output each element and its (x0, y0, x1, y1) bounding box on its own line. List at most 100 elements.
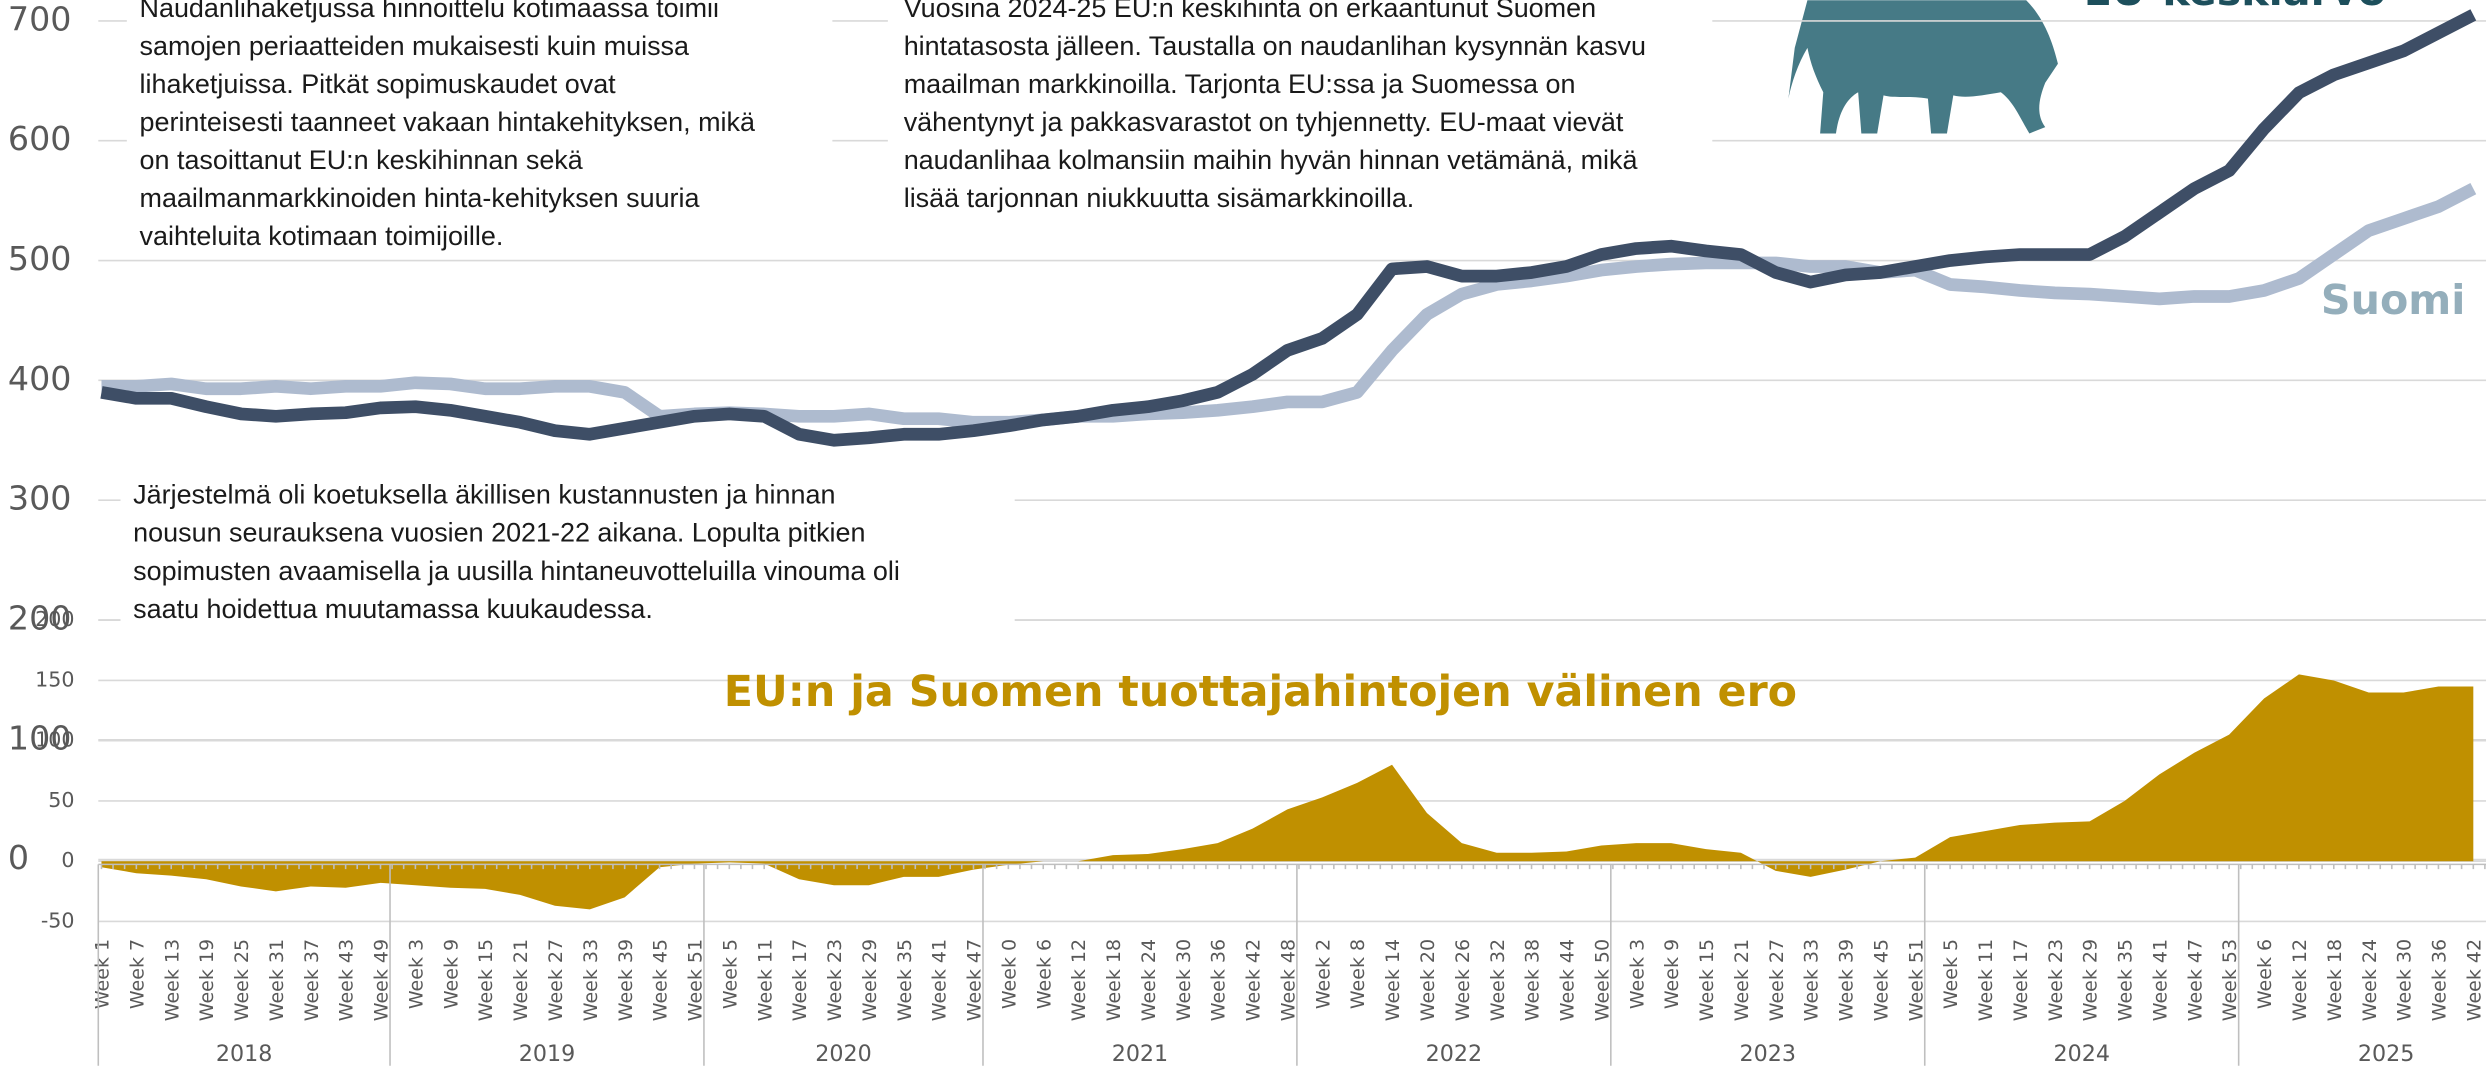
x-tick-label: Week 35 (894, 939, 916, 1021)
year-label: 2023 (1740, 1041, 1796, 1066)
x-tick-label: Week 45 (650, 939, 672, 1021)
x-tick-label: Week 1 (92, 939, 114, 1009)
annotation-text: maailmanmarkkinoiden hinta-kehityksen su… (140, 183, 700, 213)
x-tick-label: Week 0 (998, 939, 1020, 1009)
annotation-text: saatu hoidettua muutamassa kuukaudessa. (133, 594, 653, 624)
x-tick-label: Week 27 (545, 939, 567, 1021)
annotation-text: naudanlihaa kolmansiin maihin hyvän hinn… (904, 145, 1638, 175)
legend-label: EU-keskiarvo (2084, 0, 2386, 15)
x-tick-label: Week 32 (1487, 939, 1509, 1021)
x-tick-label: Week 42 (2463, 939, 2485, 1021)
x-tick-label: Week 47 (964, 939, 986, 1021)
x-tick-label: Week 31 (266, 939, 288, 1021)
x-tick-label: Week 39 (1836, 939, 1858, 1021)
x-tick-label: Week 29 (859, 939, 881, 1021)
y-tick-label: 200 (35, 607, 74, 631)
y-tick-label: 500 (8, 239, 72, 278)
x-tick-label: Week 35 (2115, 939, 2137, 1021)
x-tick-label: Week 33 (1801, 939, 1823, 1021)
x-tick-label: Week 9 (440, 939, 462, 1009)
cow-icon (1788, 0, 2058, 134)
annotation-text: vähentynyt ja pakkasvarastot on tyhjenne… (904, 107, 1624, 137)
y-tick-label: 700 (8, 0, 72, 38)
line (101, 183, 2477, 429)
x-tick-label: Week 30 (2394, 939, 2416, 1021)
x-tick-label: Week 21 (1731, 939, 1753, 1021)
x-tick-label: Week 36 (1208, 939, 1230, 1021)
chart-title: EU:n ja Suomen tuottajahintojen välinen … (724, 667, 1797, 717)
x-tick-label: Week 24 (1138, 939, 1160, 1021)
x-tick-label: Week 44 (1557, 939, 1579, 1021)
x-tick-label: Week 38 (1522, 939, 1544, 1021)
annotation-text: maailman markkinoilla. Tarjonta EU:ssa j… (904, 69, 1576, 99)
annotation-text: samojen periaatteiden mukaisesti kuin mu… (140, 31, 690, 61)
x-tick-label: Week 20 (1417, 939, 1439, 1021)
year-label: 2018 (216, 1041, 272, 1066)
annotation-text: Järjestelmä oli koetuksella äkillisen ku… (133, 480, 835, 510)
x-tick-label: Week 17 (789, 939, 811, 1021)
annotation-text: lihaketjuissa. Pitkät sopimuskaudet ovat (140, 69, 617, 99)
y-tick-label: -50 (41, 908, 75, 932)
x-tick-label: Week 18 (2324, 939, 2346, 1021)
x-tick-label: Week 11 (1975, 939, 1997, 1021)
annotation-text: Vuosina 2024-25 EU:n keskihinta on erkaa… (904, 0, 1596, 23)
year-label: 2024 (2053, 1041, 2109, 1066)
x-tick-label: Week 45 (1870, 939, 1892, 1021)
x-tick-label: Week 2 (1312, 939, 1334, 1009)
year-label: 2022 (1426, 1041, 1482, 1066)
x-tick-label: Week 17 (2010, 939, 2032, 1021)
y-tick-label: 200 (8, 598, 72, 637)
x-tick-label: Week 24 (2359, 939, 2381, 1021)
x-tick-label: Week 7 (126, 939, 148, 1009)
x-tick-label: Week 8 (1347, 939, 1369, 1009)
x-tick-label: Week 50 (1591, 939, 1613, 1021)
x-tick-label: Week 42 (1243, 939, 1265, 1021)
x-tick-label: Week 48 (1277, 939, 1299, 1021)
x-tick-label: Week 6 (2254, 939, 2276, 1009)
annotation-text: vaihteluita kotimaan toimijoille. (140, 221, 504, 251)
x-tick-label: Week 15 (1696, 939, 1718, 1021)
x-tick-label: Week 9 (1661, 939, 1683, 1009)
annotation-text: perinteisesti taanneet vakaan hintakehit… (140, 107, 755, 137)
annotation-text: Naudanlihaketjussa hinnoittelu kotimaass… (140, 0, 719, 23)
x-tick-label: Week 27 (1766, 939, 1788, 1021)
x-tick-label: Week 25 (231, 939, 253, 1021)
x-tick-label: Week 19 (196, 939, 218, 1021)
annotation-bg (887, 0, 1713, 220)
x-tick-label: Week 5 (719, 939, 741, 1009)
annotation-text: hintatasosta jälleen. Taustalla on nauda… (904, 31, 1646, 61)
x-tick-label: Week 5 (1940, 939, 1962, 1009)
x-tick-label: Week 30 (1173, 939, 1195, 1021)
x-tick-label: Week 41 (2149, 939, 2171, 1021)
x-tick-label: Week 12 (1068, 939, 1090, 1021)
y-tick-label: 150 (35, 667, 74, 691)
x-tick-label: Week 29 (2080, 939, 2102, 1021)
x-tick-label: Week 3 (405, 939, 427, 1009)
x-tick-label: Week 15 (475, 939, 497, 1021)
y-tick-label: 0 (8, 838, 29, 877)
x-tick-label: Week 51 (1905, 939, 1927, 1021)
y-tick-label: 100 (35, 728, 74, 752)
annotation-text: lisää tarjonnan niukkuutta sisämarkkinoi… (904, 183, 1415, 213)
annotation-text: on tasoittanut EU:n keskihinnan sekä (140, 145, 583, 175)
y-tick-label: 50 (48, 788, 74, 812)
year-label: 2025 (2358, 1041, 2414, 1066)
x-tick-label: Week 39 (615, 939, 637, 1021)
x-tick-label: Week 14 (1382, 939, 1404, 1021)
y-tick-label: 100 (8, 718, 72, 757)
x-tick-label: Week 53 (2219, 939, 2241, 1021)
x-tick-label: Week 41 (929, 939, 951, 1021)
y-tick-label: 0 (61, 848, 74, 872)
y-tick-label: 600 (8, 119, 72, 158)
x-tick-label: Week 12 (2289, 939, 2311, 1021)
x-tick-label: Week 18 (1103, 939, 1125, 1021)
x-tick-label: Week 33 (580, 939, 602, 1021)
year-label: 2019 (519, 1041, 575, 1066)
y-tick-label: 300 (8, 479, 72, 518)
x-tick-label: Week 47 (2184, 939, 2206, 1021)
x-tick-label: Week 13 (161, 939, 183, 1021)
year-label: 2020 (815, 1041, 871, 1066)
x-tick-label: Week 21 (510, 939, 532, 1021)
x-tick-label: Week 3 (1626, 939, 1648, 1009)
year-label: 2021 (1112, 1041, 1168, 1066)
